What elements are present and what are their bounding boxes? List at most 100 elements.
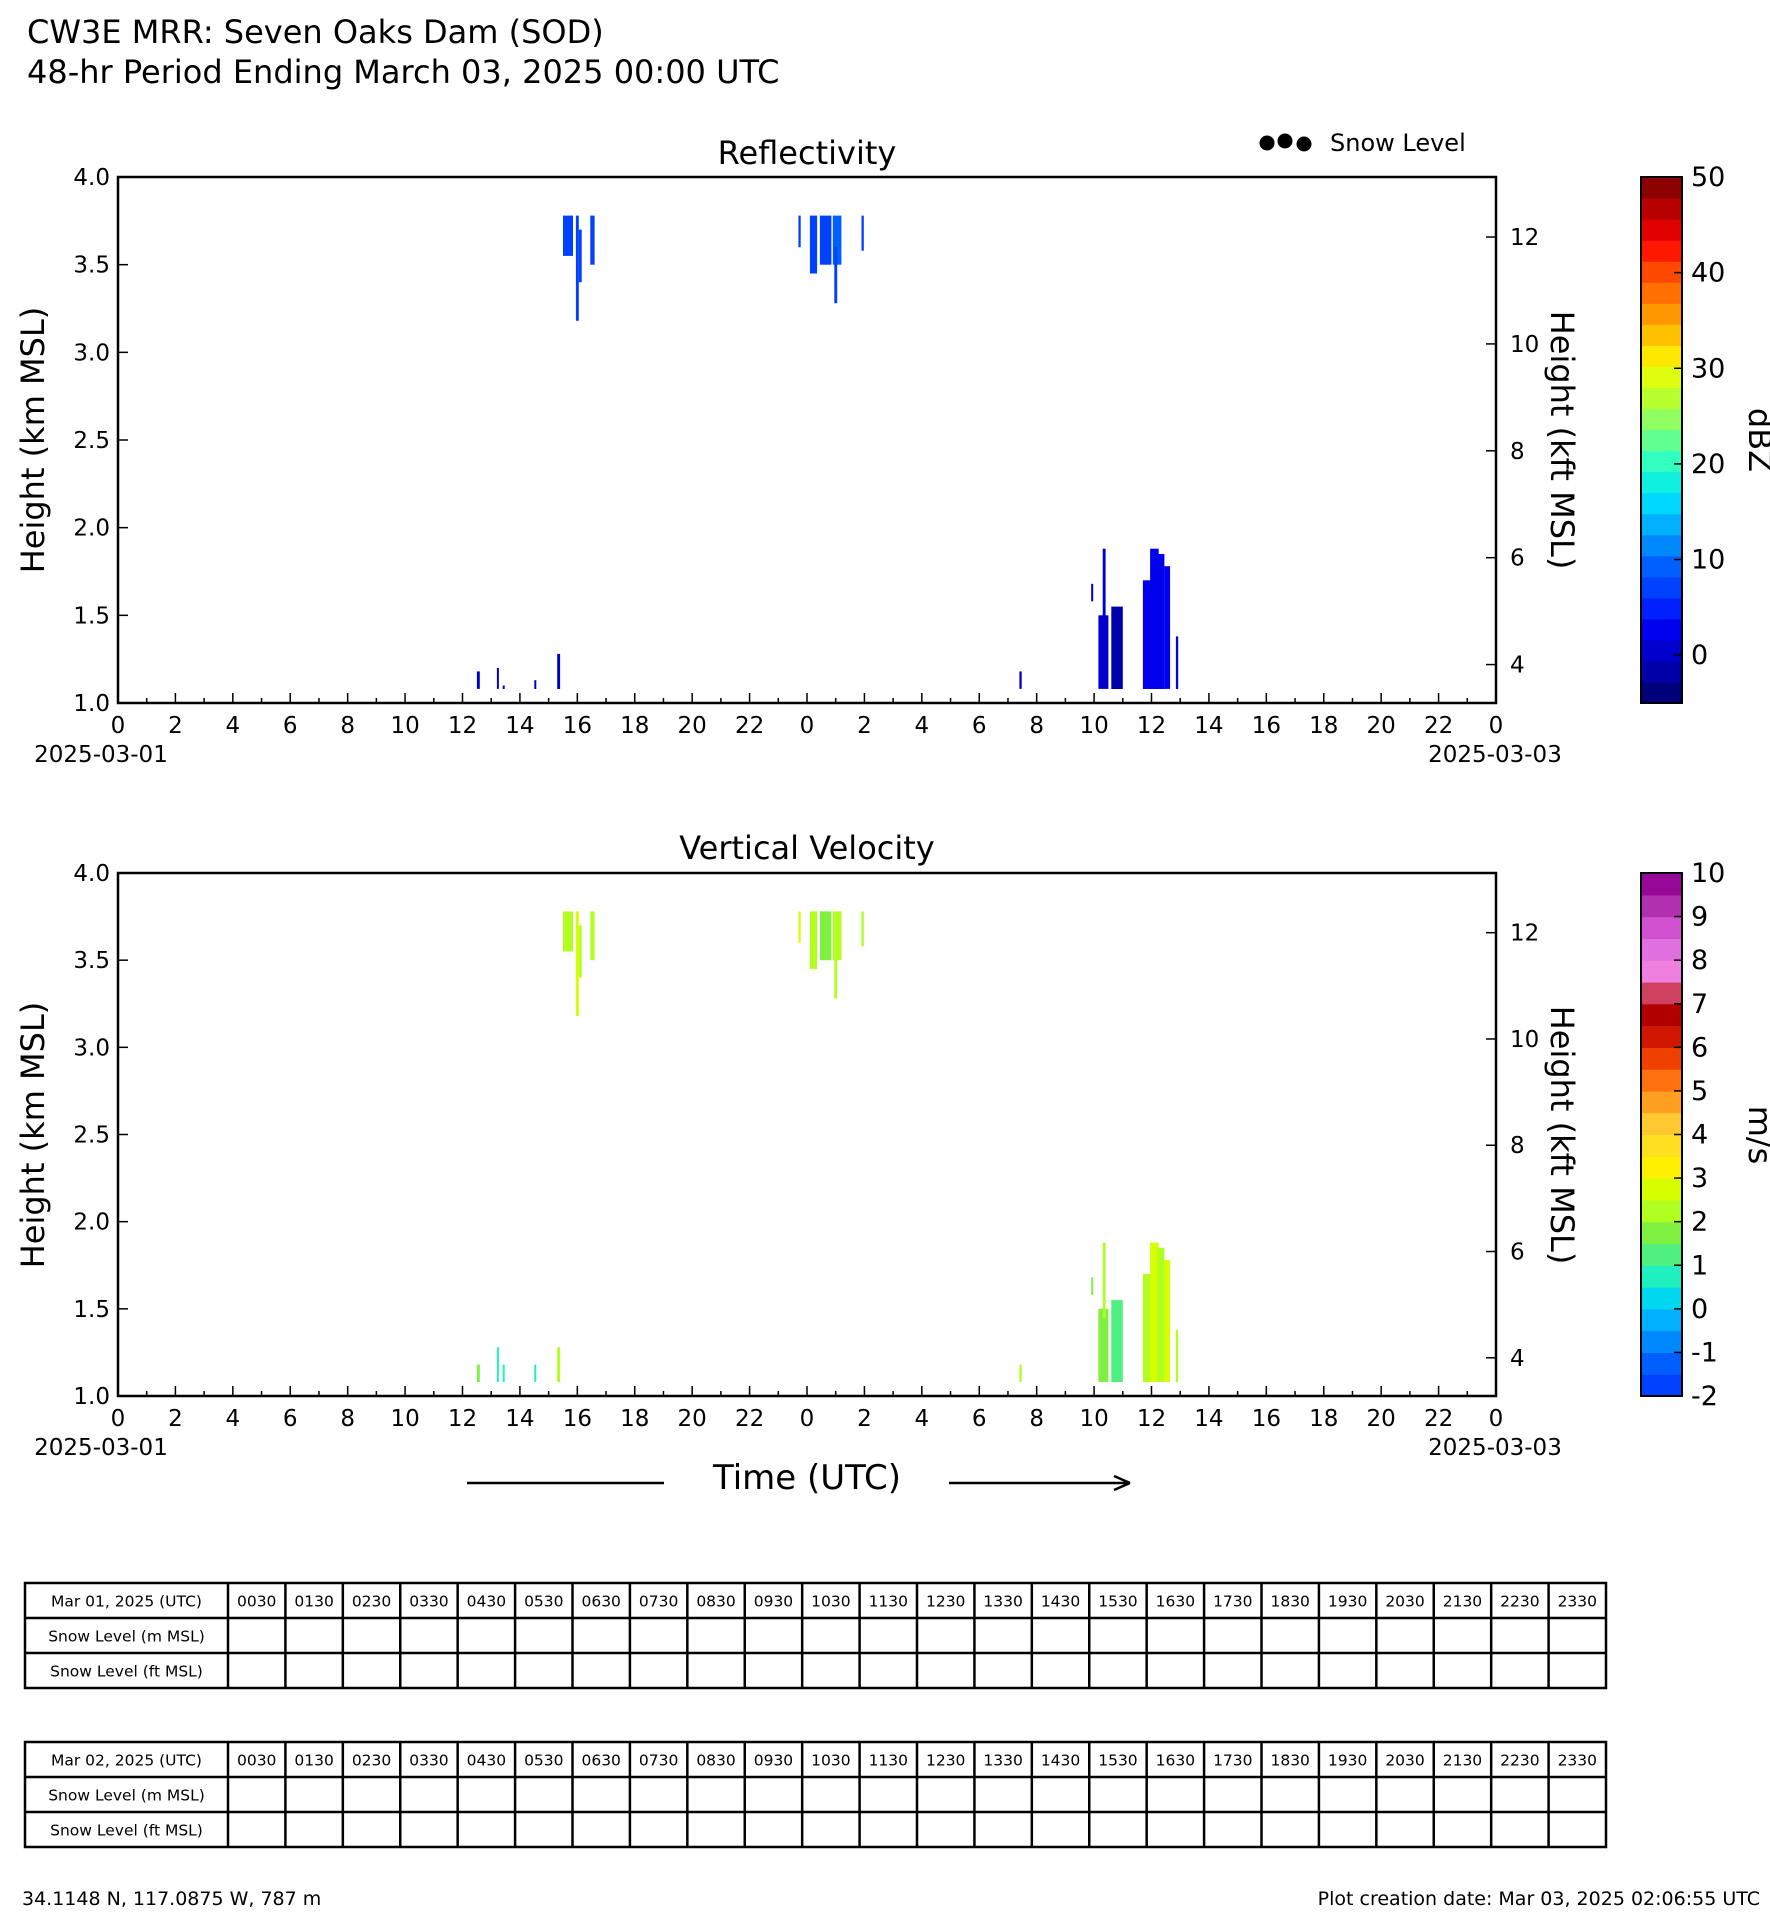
colorbar-tick-label: 3 (1691, 1163, 1708, 1194)
x-tick-label: 14 (505, 713, 534, 739)
snow-level-marker (1259, 135, 1275, 151)
table-time-cell: 0530 (524, 1593, 563, 1611)
y-tick-right-label: 8 (1510, 1133, 1525, 1159)
echo-cell (563, 911, 573, 952)
colorbar-swatch (1641, 177, 1682, 199)
echo-cell (496, 667, 499, 689)
y-tick-right-label: 6 (1510, 546, 1525, 572)
table-time-cell: 0030 (237, 1593, 276, 1611)
echo-cell (861, 215, 864, 251)
x-tick-label: 6 (283, 713, 298, 739)
colorbar-tick-label: 20 (1691, 449, 1725, 480)
y-tick-label: 2.0 (73, 516, 110, 542)
colorbar-tick-label: 4 (1691, 1120, 1708, 1151)
colorbar-swatch (1641, 513, 1682, 536)
colorbar-swatch (1641, 429, 1682, 452)
x-tick-label: 14 (1194, 1406, 1223, 1432)
y-axis-label: Height (km MSL) (14, 1002, 52, 1269)
table-time-cell: 0630 (581, 1752, 620, 1770)
table-time-cell: 0930 (754, 1593, 793, 1611)
colorbar-swatch (1641, 387, 1682, 410)
colorbar-swatch (1641, 1112, 1682, 1136)
echo-cell (809, 911, 818, 969)
table-time-cell: 1930 (1328, 1752, 1367, 1770)
x-tick-label: 0 (111, 713, 126, 739)
snow-level-legend: Snow Level (1259, 129, 1466, 157)
echo-cell (1175, 636, 1179, 689)
colorbar-swatch (1641, 471, 1682, 494)
table-time-cell: 1630 (1156, 1593, 1195, 1611)
colorbar-swatch (1641, 450, 1682, 473)
echo-cell (1142, 580, 1152, 689)
y-tick-label: 2.0 (73, 1210, 110, 1236)
time-axis-label: Time (UTC) (712, 1458, 901, 1498)
x-tick-label: 2 (857, 1406, 872, 1432)
table-time-cell: 2030 (1385, 1593, 1424, 1611)
table-time-cell: 0330 (409, 1752, 448, 1770)
colorbar-swatch (1641, 681, 1682, 704)
footer-location: 34.1148 N, 117.0875 W, 787 m (22, 1888, 321, 1910)
echo-cell (1157, 1247, 1165, 1382)
colorbar-tick-label: -1 (1691, 1337, 1718, 1368)
table-time-cell: 1030 (811, 1593, 850, 1611)
x-tick-label: 10 (1079, 713, 1108, 739)
x-tick-label: 16 (563, 713, 592, 739)
x-tick-label: 20 (1367, 713, 1396, 739)
colorbar-swatch (1641, 1156, 1682, 1179)
table-time-cell: 0230 (352, 1752, 391, 1770)
x-tick-label: 2 (857, 713, 872, 739)
table-time-cell: 1330 (983, 1752, 1022, 1770)
echo-cell (563, 215, 573, 256)
x-tick-label: 0 (800, 713, 815, 739)
echo-cell (590, 215, 595, 265)
echo-cell (496, 1347, 499, 1383)
colorbar-swatch (1641, 261, 1682, 283)
table-time-cell: 1630 (1156, 1752, 1195, 1770)
y-tick-label: 1.5 (73, 603, 110, 629)
echo-cell (798, 911, 801, 943)
table-time-cell: 1730 (1213, 1752, 1252, 1770)
table-time-cell: 1930 (1328, 1593, 1367, 1611)
table-time-cell: 0830 (696, 1752, 735, 1770)
table-time-cell: 2330 (1558, 1752, 1597, 1770)
y-tick-right-label: 8 (1510, 439, 1525, 465)
table-time-cell: 1430 (1041, 1752, 1080, 1770)
x-tick-label: 4 (226, 713, 241, 739)
echo-cell (1102, 1242, 1106, 1318)
echo-cell (798, 215, 801, 248)
y-tick-label: 1.5 (73, 1297, 110, 1323)
x-tick-label: 14 (505, 1406, 534, 1432)
table-time-cell: 1830 (1270, 1593, 1309, 1611)
table-time-cell: 1830 (1270, 1752, 1309, 1770)
x-tick-label: 10 (390, 1406, 419, 1432)
echo-cell (590, 911, 595, 961)
snow-level-tables: Mar 01, 2025 (UTC) 0030 0130 0230 0330 0430 05… (23, 1581, 1608, 1849)
figure-title-line2: 48-hr Period Ending March 03, 2025 00:00… (27, 53, 780, 91)
plot-frame (116, 175, 1498, 705)
colorbar-tick-label: 10 (1691, 858, 1725, 889)
colorbar-swatch (1641, 219, 1682, 241)
echo-cell (578, 229, 582, 283)
x-tick-label: 18 (620, 713, 649, 739)
start-date-label: 2025-03-01 (34, 742, 168, 768)
colorbar-swatch (1641, 597, 1682, 620)
table-time-cell: 0730 (639, 1752, 678, 1770)
echo-cell (834, 942, 838, 999)
table-time-cell: 0530 (524, 1752, 563, 1770)
x-tick-label: 8 (340, 1406, 355, 1432)
x-tick-label: 16 (563, 1406, 592, 1432)
x-tick-label: 14 (1194, 713, 1223, 739)
table-time-cell: 0430 (467, 1593, 506, 1611)
x-tick-label: 10 (390, 713, 419, 739)
table-time-cell: 1130 (869, 1593, 908, 1611)
table-time-cell: 1330 (983, 1593, 1022, 1611)
table-time-cell: 2230 (1500, 1752, 1539, 1770)
colorbar-label: dBZ (1741, 408, 1770, 472)
time-arrow-head-icon (1113, 1474, 1131, 1492)
x-tick-label: 0 (111, 1406, 126, 1432)
echo-cell (819, 911, 832, 961)
table-time-cell: 2130 (1443, 1752, 1482, 1770)
table-time-cell: 2230 (1500, 1593, 1539, 1611)
figure-title-line1: CW3E MRR: Seven Oaks Dam (SOD) (27, 13, 604, 51)
